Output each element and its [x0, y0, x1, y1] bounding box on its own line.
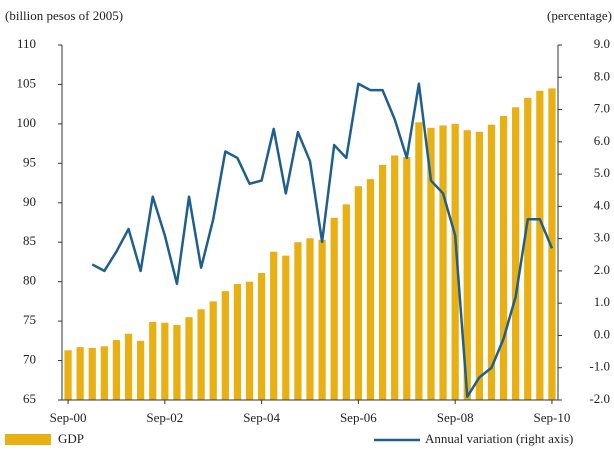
bar	[137, 340, 145, 400]
bar	[124, 333, 133, 400]
y2-tick-label: 8.0	[594, 68, 610, 83]
bar	[257, 272, 266, 400]
bar	[282, 255, 290, 400]
bar	[318, 239, 326, 400]
y2-tick-label: 5.0	[594, 165, 610, 180]
bar	[185, 317, 193, 400]
y2-tick-label: -2.0	[589, 391, 610, 406]
x-tick-label: Sep-02	[146, 410, 183, 425]
x-tick-label: Sep-00	[50, 410, 87, 425]
bar	[330, 217, 338, 400]
x-tick-label: Sep-10	[534, 410, 571, 425]
bar	[427, 127, 435, 400]
bar	[536, 90, 544, 400]
bar	[112, 340, 121, 400]
y-tick-label: 70	[23, 352, 36, 367]
bar	[366, 179, 375, 400]
legend-label: Annual variation (right axis)	[425, 431, 573, 446]
y-tick-label: 85	[23, 233, 36, 248]
legend-label: GDP	[58, 431, 84, 446]
bar	[209, 301, 217, 400]
bar	[439, 125, 447, 400]
bar	[499, 116, 508, 400]
y-axis-label: (billion pesos of 2005)	[5, 8, 123, 23]
bar	[306, 238, 314, 400]
bar	[451, 123, 459, 400]
x-tick-label: Sep-08	[437, 410, 474, 425]
y-tick-label: 110	[17, 36, 36, 51]
bar	[548, 88, 556, 400]
bar	[415, 122, 423, 401]
bar	[76, 347, 84, 400]
x-tick-label: Sep-04	[243, 410, 280, 425]
bar	[475, 131, 483, 400]
bar	[294, 242, 302, 400]
legend-swatch	[5, 434, 51, 445]
bar	[197, 309, 205, 400]
y2-tick-label: 3.0	[594, 230, 610, 245]
y2-tick-label: 2.0	[594, 262, 610, 277]
line	[91, 82, 554, 399]
bar	[221, 291, 229, 400]
bar	[403, 157, 411, 400]
bar	[149, 321, 157, 400]
y2-tick-label: 1.0	[594, 294, 610, 309]
bar	[463, 130, 471, 400]
y-tick-label: 75	[23, 312, 36, 327]
bar	[487, 124, 496, 400]
bar	[173, 325, 181, 400]
y2-tick-label: 6.0	[594, 133, 610, 148]
y2-tick-label: 4.0	[594, 197, 610, 212]
bar	[64, 350, 72, 400]
bar	[245, 281, 254, 400]
bar	[270, 251, 278, 400]
bar	[342, 204, 350, 400]
bar	[88, 347, 96, 400]
y2-tick-label: 9.0	[594, 36, 610, 51]
y2-tick-label: 7.0	[594, 101, 610, 116]
y2-axis-label: (percentage)	[547, 8, 612, 23]
y-tick-label: 95	[23, 154, 36, 169]
y2-tick-label: -1.0	[589, 359, 610, 374]
y2-tick-label: 0.0	[594, 326, 610, 341]
bar	[100, 346, 108, 400]
y-tick-label: 90	[23, 194, 36, 209]
y-tick-label: 105	[17, 75, 37, 90]
y-tick-label: 80	[23, 273, 36, 288]
bar	[391, 155, 399, 400]
bar	[378, 164, 387, 400]
bar	[512, 107, 520, 401]
bar	[161, 322, 169, 400]
bar	[233, 284, 242, 400]
bar	[524, 97, 532, 400]
bar	[354, 186, 363, 400]
x-tick-label: Sep-06	[340, 410, 377, 425]
y-tick-label: 65	[23, 391, 36, 406]
y-tick-label: 100	[17, 115, 37, 130]
